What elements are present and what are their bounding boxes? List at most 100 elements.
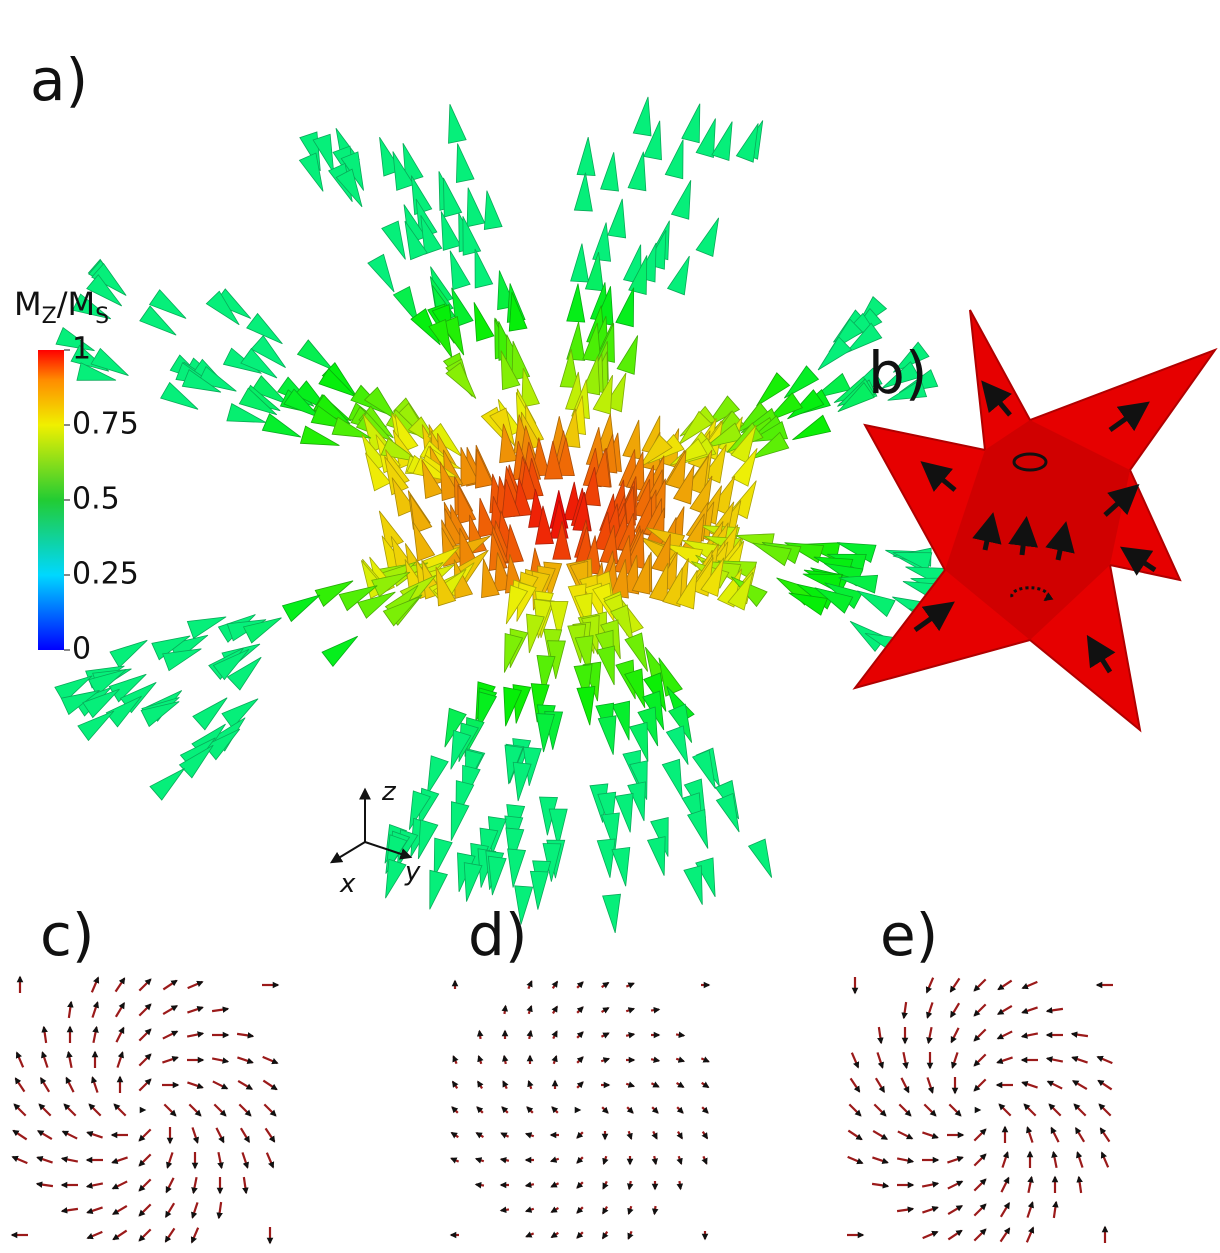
slice-arrow [626,1084,634,1087]
slice-arrow [629,1131,632,1139]
slice-arrow [452,1107,458,1113]
slice-arrow [139,1054,150,1065]
slice-arrow [139,1179,150,1190]
slice-arrow [553,1031,557,1038]
cone [448,104,466,143]
slice-arrow [1027,1127,1032,1142]
slice-arrow [163,1031,177,1038]
slice-arrow [654,1206,655,1214]
cone [608,199,626,238]
cone [456,144,474,183]
colorbar-tick-label: 0.25 [72,557,139,592]
slice-arrow [927,978,933,993]
panel-label: c) [40,901,95,969]
slice-arrow [113,1181,127,1188]
slice-arrow [974,1029,985,1040]
slice-arrow [188,982,203,988]
slice-arrow [164,1104,175,1115]
cone [648,837,666,876]
slice-arrow [577,982,583,988]
cone [150,768,185,800]
slice-arrow [603,1207,607,1214]
slice-arrow [1027,1228,1033,1243]
cone [598,716,616,755]
slice-arrow [601,1059,609,1062]
cone [450,251,470,290]
slice-arrow [897,1158,913,1161]
slice-arrow [37,1184,53,1186]
slice-arrow [139,979,150,990]
slice-arrow [1002,1152,1007,1167]
slice-arrow [703,1132,707,1139]
slice-arrow [1047,1009,1063,1011]
slice-arrow [219,1202,221,1218]
slice-arrow [163,981,176,990]
slice-arrow [904,1002,906,1018]
slice-arrow [653,1131,657,1138]
slice-arrow [1076,1128,1084,1142]
cone [571,244,589,282]
slice-arrow [66,1078,73,1092]
figure: a) MZ/MS 10.750.50.250 z x y b) c) d) e) [0,0,1220,1253]
slice-arrow [678,1132,682,1139]
slice-arrow [1072,1034,1088,1036]
slice-arrow [577,1207,583,1213]
cone [427,756,448,795]
slice-arrow [947,1157,962,1162]
cone [612,847,630,886]
slice-arrow [1079,1177,1081,1193]
cone [671,180,690,219]
slice-arrow [949,1104,960,1115]
cone [379,511,403,549]
colorbar-tick-label: 0.5 [72,482,120,517]
slice-arrow [679,1156,682,1164]
slice-arrow [974,1204,985,1215]
slice-arrow [951,1003,959,1017]
cone [464,863,482,902]
slice-arrow [897,1209,913,1211]
slice-arrow [187,1007,202,1012]
slice-arrow [577,1232,583,1238]
slice-arrow [192,1202,197,1217]
slice-arrow [88,1232,103,1238]
slice-arrow [923,1232,938,1238]
slice-arrow [451,1158,458,1161]
slice-arrow [166,1203,174,1217]
cone [616,288,634,327]
slice-arrow [526,1233,533,1236]
slice-arrow [237,1057,252,1062]
slice-arrow [241,1128,249,1142]
slice-arrow [63,1131,77,1138]
cone [322,636,358,666]
slice-arrow [116,1028,123,1042]
slice-arrow [87,1183,103,1186]
cone [474,302,494,341]
slice-arrow [924,1104,935,1115]
slice-arrow [114,1104,125,1115]
slice-arrow [602,983,609,987]
cone [577,687,595,726]
slice-arrow [68,1052,71,1068]
slice-arrow [922,1207,937,1212]
slice-arrow [676,1034,684,1035]
slice-arrow [604,1156,607,1164]
slice-arrow [477,1107,483,1113]
slice-arrow [1072,1057,1087,1062]
slice-arrow [998,1006,1012,1014]
slice-arrow [552,1233,559,1237]
slice-arrow [242,1152,247,1167]
cone [623,420,641,459]
slice-arrow [951,1028,958,1042]
slice-arrow [677,1107,683,1113]
slice-arrow [89,1104,100,1115]
slice-arrow [116,1003,124,1017]
slice-arrow [551,1159,559,1162]
slice-arrow [1102,1153,1108,1168]
slice-arrow [187,1082,202,1087]
slice-arrow [1024,1104,1035,1115]
slice-arrow [948,1181,962,1188]
cone [382,221,406,259]
slice-arrow [139,1154,150,1165]
slice-arrow [974,1229,985,1240]
colorbar-tick-label: 0 [72,632,91,667]
